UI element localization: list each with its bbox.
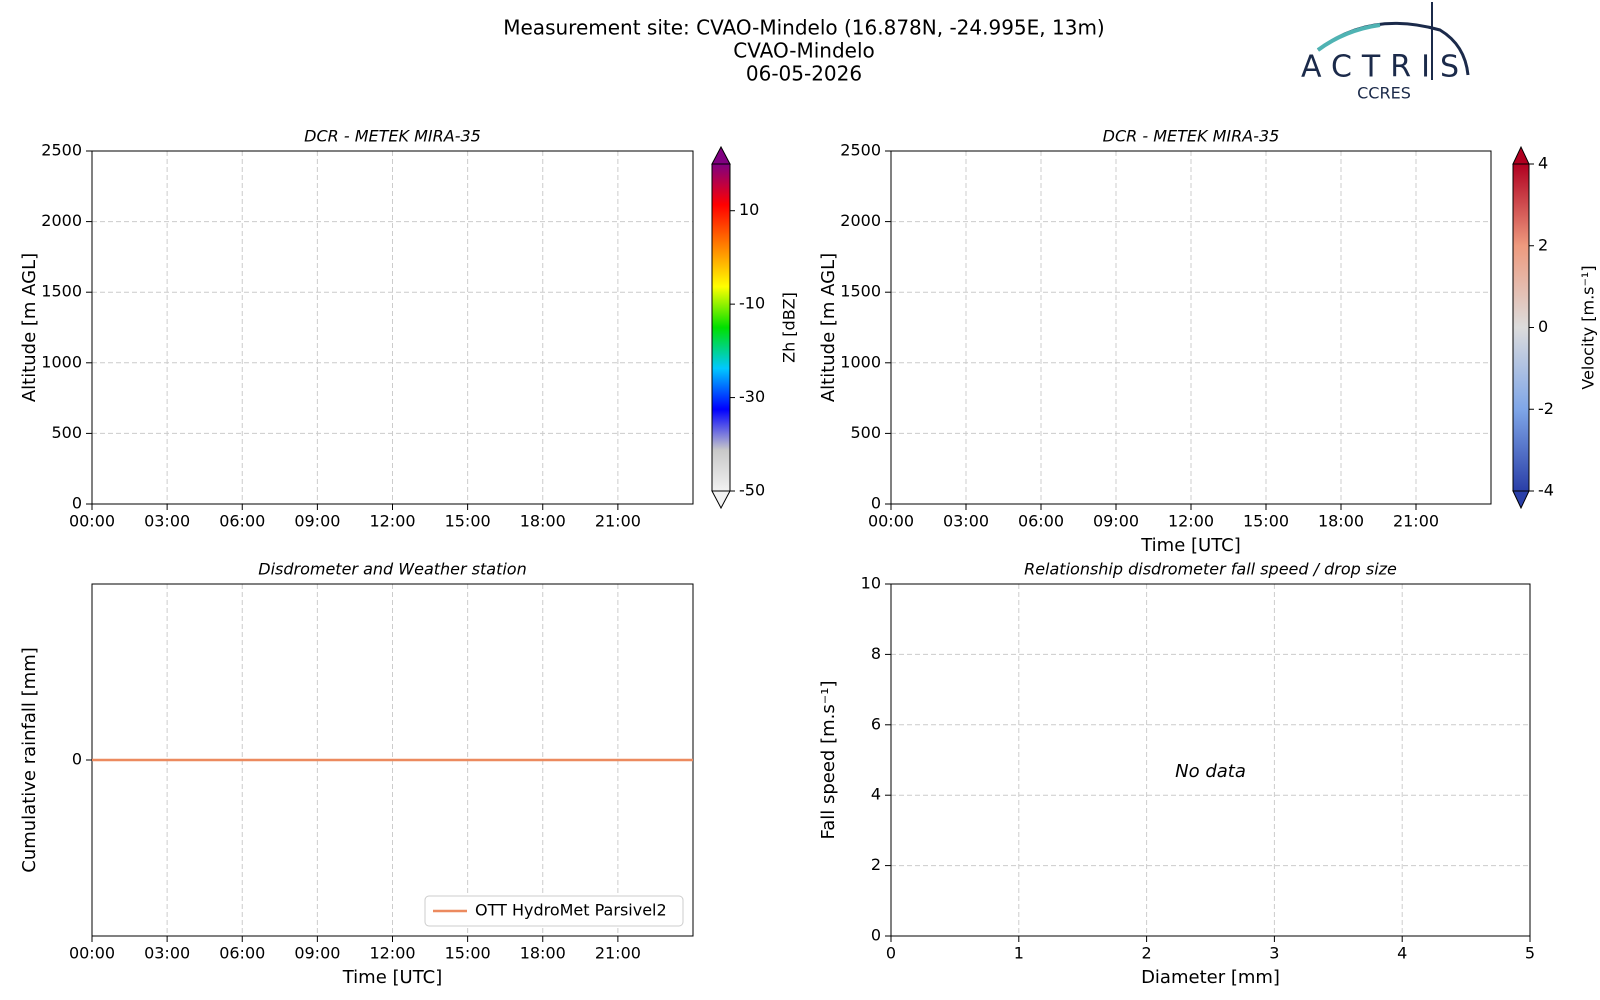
y-tick-label: 500 — [51, 423, 82, 442]
x-tick-label: 09:00 — [294, 512, 340, 531]
x-tick-label: 21:00 — [1393, 512, 1439, 531]
x-tick-label: 0 — [886, 944, 896, 963]
plot-frame — [890, 150, 1492, 505]
y-tick-label: 2 — [871, 855, 881, 874]
colorbar-extend — [711, 490, 731, 510]
y-tick-label: 1500 — [41, 282, 82, 301]
logo-text: ACTRIS — [1301, 50, 1469, 85]
x-axis-label: Time [UTC] — [1140, 535, 1241, 556]
x-axis-label: Diameter [mm] — [1141, 967, 1280, 988]
colorbar-tick-label: -4 — [1538, 481, 1554, 500]
x-tick-label: 3 — [1269, 944, 1279, 963]
x-tick-label: 5 — [1525, 944, 1535, 963]
colorbar — [1513, 164, 1529, 491]
y-tick-label: 0 — [72, 494, 82, 513]
header-line: Measurement site: CVAO-Mindelo (16.878N,… — [503, 16, 1104, 40]
y-tick-label: 1000 — [41, 352, 82, 371]
y-tick-label: 8 — [871, 644, 881, 663]
y-tick-label: 10 — [861, 574, 881, 593]
x-tick-label: 15:00 — [445, 512, 491, 531]
y-axis-label: Altitude [m AGL] — [19, 253, 40, 402]
x-tick-label: 00:00 — [69, 512, 115, 531]
x-tick-label: 03:00 — [144, 944, 190, 963]
x-tick-label: 00:00 — [69, 944, 115, 963]
colorbar-label: Velocity [m.s⁻¹] — [1579, 265, 1598, 389]
colorbar — [712, 164, 730, 491]
y-tick-label: 2500 — [840, 141, 881, 160]
x-tick-label: 1 — [1014, 944, 1024, 963]
colorbar-tick-label: 2 — [1538, 235, 1548, 254]
colorbar-extend — [1512, 145, 1530, 165]
x-tick-label: 21:00 — [595, 944, 641, 963]
y-tick-label: 500 — [850, 423, 881, 442]
y-tick-label: 2000 — [840, 211, 881, 230]
x-tick-label: 12:00 — [369, 512, 415, 531]
x-tick-label: 00:00 — [868, 512, 914, 531]
y-axis-label: Fall speed [m.s⁻¹] — [818, 681, 839, 840]
y-tick-label: 1000 — [840, 352, 881, 371]
panel-title: Disdrometer and Weather station — [258, 560, 526, 579]
panel-title: Relationship disdrometer fall speed / dr… — [1024, 560, 1397, 579]
legend — [424, 895, 684, 927]
y-tick-label: 2500 — [41, 141, 82, 160]
colorbar-tick-label: -50 — [739, 481, 765, 500]
x-tick-label: 18:00 — [520, 944, 566, 963]
colorbar-tick-label: -30 — [739, 387, 765, 406]
plot-frame — [890, 583, 1531, 937]
y-axis-label: Altitude [m AGL] — [818, 253, 839, 402]
colorbar-tick-label: 4 — [1538, 154, 1548, 173]
x-tick-label: 12:00 — [369, 944, 415, 963]
colorbar-tick-label: -10 — [739, 294, 765, 313]
colorbar-extend — [711, 145, 731, 165]
colorbar-tick-label: 0 — [1538, 317, 1548, 336]
plot-frame — [91, 150, 694, 505]
x-tick-label: 12:00 — [1168, 512, 1214, 531]
panel-title: DCR - METEK MIRA-35 — [304, 127, 481, 146]
x-tick-label: 18:00 — [1318, 512, 1364, 531]
y-tick-label: 0 — [72, 750, 82, 769]
x-tick-label: 06:00 — [219, 512, 265, 531]
x-axis-label: Time [UTC] — [342, 967, 443, 988]
colorbar-tick-label: 10 — [739, 200, 759, 219]
header-line: 06-05-2026 — [746, 62, 862, 86]
logo: ACTRIS CCRES — [1301, 2, 1470, 103]
x-tick-label: 15:00 — [1243, 512, 1289, 531]
y-axis-label: Cumulative rainfall [mm] — [19, 647, 40, 873]
panel-title: DCR - METEK MIRA-35 — [1103, 127, 1280, 146]
annotation: No data — [1175, 761, 1246, 782]
logo-subtext: CCRES — [1357, 84, 1411, 103]
colorbar-label: Zh [dBZ] — [780, 292, 799, 363]
x-tick-label: 09:00 — [294, 944, 340, 963]
x-tick-label: 03:00 — [943, 512, 989, 531]
x-tick-label: 06:00 — [1018, 512, 1064, 531]
x-tick-label: 06:00 — [219, 944, 265, 963]
logo-arc — [1316, 23, 1381, 52]
x-tick-label: 09:00 — [1093, 512, 1139, 531]
y-tick-label: 4 — [871, 785, 881, 804]
legend-label: OTT HydroMet Parsivel2 — [475, 901, 667, 920]
colorbar-tick-label: -2 — [1538, 399, 1554, 418]
y-tick-label: 1500 — [840, 282, 881, 301]
y-tick-label: 2000 — [41, 211, 82, 230]
x-tick-label: 15:00 — [445, 944, 491, 963]
y-tick-label: 0 — [871, 494, 881, 513]
colorbar-extend — [1512, 490, 1530, 510]
x-tick-label: 03:00 — [144, 512, 190, 531]
x-tick-label: 2 — [1142, 944, 1152, 963]
header-line: CVAO-Mindelo — [733, 39, 875, 63]
x-tick-label: 21:00 — [595, 512, 641, 531]
x-tick-label: 4 — [1397, 944, 1407, 963]
x-tick-label: 18:00 — [520, 512, 566, 531]
y-tick-label: 0 — [871, 926, 881, 945]
y-tick-label: 6 — [871, 714, 881, 733]
colorbar-frame — [711, 163, 731, 492]
